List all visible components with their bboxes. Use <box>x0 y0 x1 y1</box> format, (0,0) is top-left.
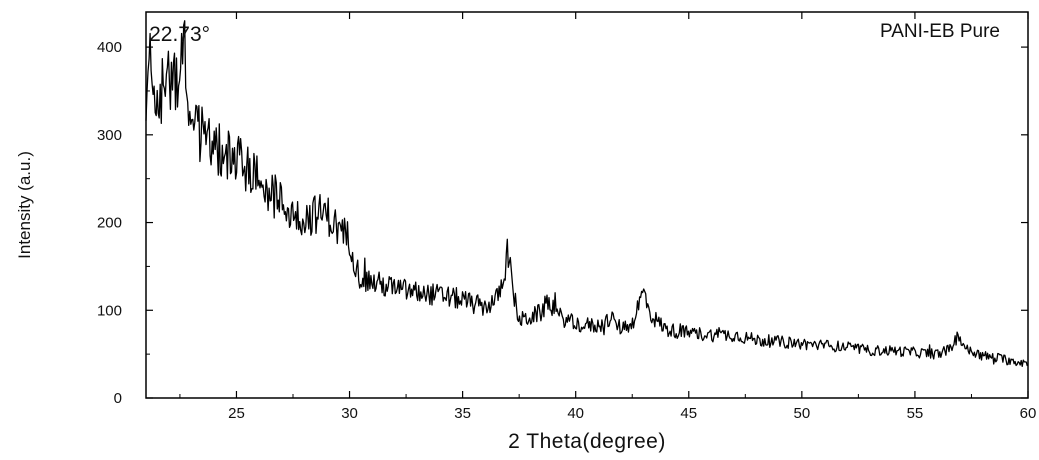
series-line-pani-eb-pure <box>145 20 1028 368</box>
y-tick-label: 400 <box>97 39 122 56</box>
x-tick-label: 30 <box>341 405 358 422</box>
y-tick-label: 300 <box>97 127 122 144</box>
y-tick-label: 0 <box>114 390 122 407</box>
x-tick-label: 50 <box>794 405 811 422</box>
y-tick-label: 200 <box>97 215 122 232</box>
x-axis-title: 2 Theta(degree) <box>508 430 666 453</box>
x-tick-label: 45 <box>680 405 697 422</box>
y-axis-title: Intensity (a.u.) <box>15 151 34 259</box>
peak-annotation: 22.73° <box>149 23 210 46</box>
x-tick-label: 35 <box>454 405 471 422</box>
plot-frame <box>145 11 1029 399</box>
y-tick-label: 100 <box>97 302 122 319</box>
axis-ticks: 25 30 35 40 45 50 55 60 0 100 200 300 400 <box>97 12 1036 422</box>
x-tick-label: 25 <box>228 405 245 422</box>
x-tick-label: 40 <box>567 405 584 422</box>
x-tick-label: 55 <box>907 405 924 422</box>
legend-label: PANI-EB Pure <box>880 21 1000 42</box>
x-tick-label: 60 <box>1020 405 1037 422</box>
